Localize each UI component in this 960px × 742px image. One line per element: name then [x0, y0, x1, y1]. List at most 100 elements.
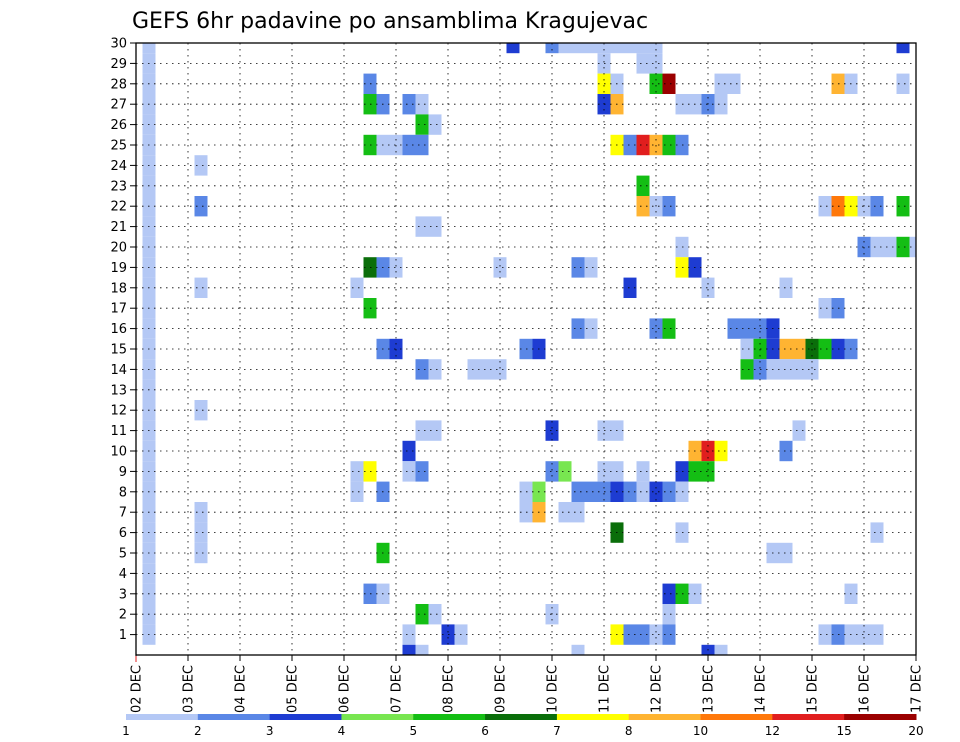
legend-label: 1 [122, 724, 130, 738]
legend-swatch [126, 714, 199, 720]
legend-swatch [556, 714, 630, 720]
heat-cell [350, 277, 364, 298]
heat-cell [779, 277, 793, 298]
x-tick-label: 02 DEC [130, 665, 145, 713]
x-axis: 02 DEC 03 DEC 04 DEC 05 DEC 06 DEC 07 DEC 08 D… [130, 655, 925, 713]
heat-cell [571, 257, 585, 278]
heat-cell [584, 318, 598, 339]
legend-label: 12 [765, 724, 780, 738]
heat-cell [649, 43, 663, 54]
heat-cell [415, 114, 429, 135]
heat-cell [493, 359, 507, 380]
heat-cell [545, 43, 559, 54]
heat-cell [740, 359, 754, 380]
heat-cell [792, 338, 806, 360]
legend-label: 2 [194, 724, 202, 738]
heat-cell [740, 338, 754, 360]
y-axis: 1234567891011121314151617181920212223242… [110, 37, 136, 643]
heat-cell [571, 481, 585, 502]
heat-cell [350, 481, 364, 502]
chart-title: GEFS 6hr padavine po ansamblima Kragujev… [132, 9, 648, 34]
heat-cell [779, 338, 793, 360]
y-tick-label: 13 [110, 383, 127, 398]
heat-cell [194, 400, 208, 421]
y-tick-label: 27 [110, 98, 127, 113]
heat-cell [818, 196, 832, 217]
heat-cell [415, 216, 429, 237]
heat-cell [649, 481, 663, 502]
y-tick-label: 10 [110, 445, 127, 460]
heat-cell [428, 420, 442, 441]
legend-label: 6 [481, 724, 489, 738]
heat-cell [558, 502, 572, 523]
heat-cell [896, 196, 910, 217]
y-tick-label: 5 [119, 547, 127, 562]
heat-cell [415, 134, 429, 156]
heat-cell [597, 43, 611, 54]
heat-cell [714, 73, 728, 94]
heat-cell [493, 257, 507, 278]
heat-cell [571, 502, 585, 523]
heat-cell [558, 43, 572, 54]
heat-cell [402, 440, 416, 462]
heat-cell [545, 461, 559, 482]
heat-cell [818, 624, 832, 645]
x-tick-label: 08 DEC [442, 665, 457, 713]
heat-cell [623, 43, 637, 54]
heat-cell [194, 542, 208, 564]
legend-swatch [341, 714, 414, 720]
y-tick-label: 21 [110, 220, 127, 235]
heat-cell [402, 461, 416, 482]
y-tick-label: 3 [119, 587, 127, 602]
legend-label: 8 [625, 724, 633, 738]
x-tick-label: 10 DEC [546, 665, 561, 713]
heat-cell [636, 481, 650, 502]
heat-cell [857, 624, 871, 645]
heat-cell [870, 522, 884, 543]
heat-cell [896, 73, 910, 94]
heat-cell [415, 420, 429, 441]
heat-cell [194, 277, 208, 298]
legend-swatch [844, 714, 917, 720]
heat-cell [623, 481, 637, 502]
x-tick-label: 12 DEC [650, 665, 665, 713]
heat-cell [649, 624, 663, 645]
heat-cell [584, 481, 598, 502]
heat-cell [571, 43, 585, 54]
heat-cell [480, 359, 494, 380]
heat-cell [415, 644, 429, 655]
heat-cell [623, 624, 637, 645]
heat-cell [636, 175, 650, 196]
heat-cell [662, 318, 676, 339]
heat-cell [636, 43, 650, 54]
x-tick-label: 09 DEC [494, 665, 509, 713]
heat-cell [714, 644, 728, 655]
heat-cell [636, 134, 650, 156]
heat-cell [662, 196, 676, 217]
legend-label: 3 [266, 724, 274, 738]
legend-label: 20 [908, 724, 923, 738]
y-tick-label: 9 [119, 465, 127, 480]
y-tick-label: 7 [119, 506, 127, 521]
y-tick-label: 11 [110, 424, 127, 439]
heat-cell [584, 257, 598, 278]
heat-cell [701, 461, 715, 482]
heat-cell [883, 236, 897, 258]
y-tick-label: 16 [110, 322, 127, 337]
legend-label: 4 [338, 724, 346, 738]
y-tick-label: 23 [110, 179, 127, 194]
heat-cell [740, 318, 754, 339]
legend-swatch [772, 714, 845, 720]
x-tick-label: 13 DEC [702, 665, 717, 713]
x-tick-label: 17 DEC [910, 665, 925, 713]
heat-cell [727, 73, 741, 94]
heat-cell [636, 461, 650, 482]
legend-label: 15 [837, 724, 852, 738]
y-tick-label: 24 [110, 159, 127, 174]
legend-label: 5 [409, 724, 417, 738]
heat-cell [571, 318, 585, 339]
heat-cell [662, 624, 676, 645]
heat-cell [714, 94, 728, 115]
heat-cell [649, 53, 663, 74]
heat-cell [194, 196, 208, 217]
